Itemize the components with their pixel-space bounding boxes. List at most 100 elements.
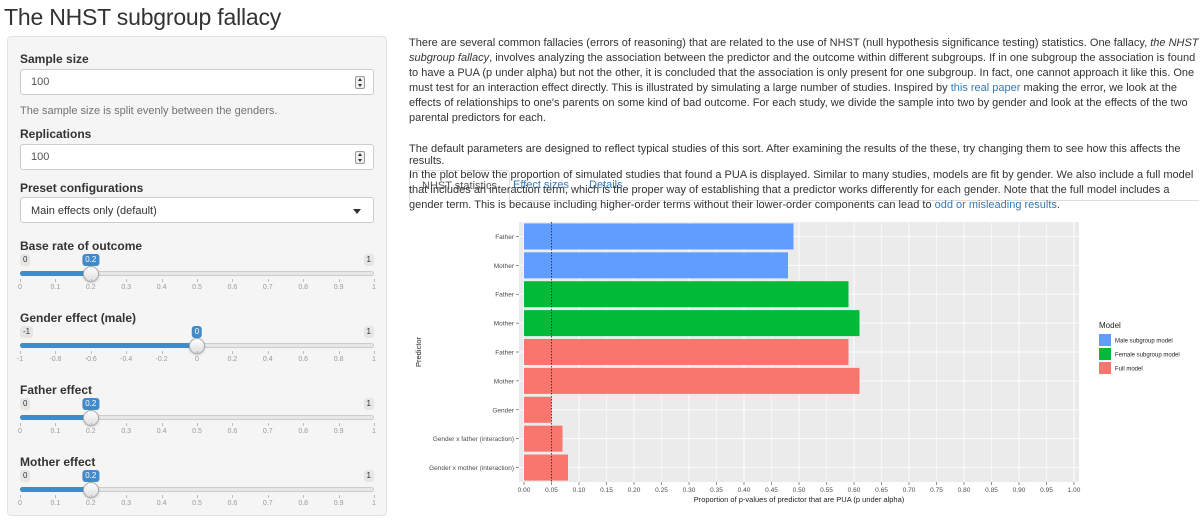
slider-max-label: 1 (363, 254, 374, 266)
range-slider[interactable]: 0 1 0.2 0 0.1 0.2 0.3 0.4 0.5 0.6 0.7 0.8 0.9 1 (18, 470, 376, 520)
x-tick-label: 0.75 (930, 487, 943, 494)
slider-tick (126, 423, 128, 426)
slider-fill (20, 487, 91, 492)
page-title: The NHST subgroup fallacy (4, 4, 282, 30)
bar-mother (524, 252, 788, 279)
slider-tick (374, 423, 375, 426)
slider-tick-label: -0.2 (155, 356, 168, 363)
x-tick-label: 0.00 (518, 487, 531, 494)
slider-value-label: 0 (191, 326, 203, 338)
slider-tick (197, 351, 198, 354)
slider-tick-label: 0.6 (298, 356, 309, 363)
slider-tick (20, 351, 21, 354)
range-slider[interactable]: 0 1 0.2 0 0.1 0.2 0.3 0.4 0.5 0.6 0.7 0.8 0.9 1 (18, 254, 376, 304)
legend-swatch (1099, 362, 1111, 374)
slider-tick-label: 0.7 (262, 284, 273, 291)
slider-tick (232, 351, 234, 354)
slider-tick (197, 423, 198, 426)
slider-tick (20, 423, 21, 426)
slider-tick-label: 0.1 (50, 284, 61, 291)
slider-tick (303, 279, 305, 282)
sidebar-panel: Sample size 100 The sample size is split… (7, 36, 387, 516)
range-slider[interactable]: 0 1 0.2 0 0.1 0.2 0.3 0.4 0.5 0.6 0.7 0.8 0.9 1 (18, 398, 376, 448)
x-tick-label: 1.00 (1068, 487, 1081, 494)
tab-description: In the plot below the proportion of simu… (409, 168, 1199, 213)
slider-tick (267, 423, 269, 426)
pua-proportion-chart: Father Mother Father Mother Father Mother Gend… (414, 222, 1180, 504)
slider-tick-label: 0.6 (227, 284, 238, 291)
slider-tick (126, 351, 128, 354)
slider-tick-label: 0.8 (298, 428, 309, 435)
real-paper-link[interactable]: this real paper (950, 82, 1021, 94)
y-tick-label: Gender x father (interaction) (433, 436, 514, 443)
preset-selected-value: Main effects only (default) (31, 205, 157, 217)
slider-tick-label: -0.6 (84, 356, 97, 363)
slider-max-label: 1 (363, 470, 374, 482)
x-tick-label: 0.45 (765, 487, 778, 494)
slider-tick-label: 0.4 (262, 356, 273, 363)
slider-tick (126, 495, 128, 498)
slider-tick-label: -0.8 (49, 356, 62, 363)
tab-effect-sizes[interactable]: Effect sizes (513, 179, 570, 191)
x-tick-label: 0.40 (738, 487, 751, 494)
replications-input[interactable]: 100 (20, 144, 374, 170)
slider-tick-label: 0.2 (227, 356, 238, 363)
slider-tick (232, 279, 234, 282)
slider-tick-label: 0 (18, 284, 22, 291)
slider-tick (161, 423, 163, 426)
x-tick-label: 0.70 (903, 487, 916, 494)
x-tick-label: 0.35 (710, 487, 723, 494)
slider-tick (374, 279, 375, 282)
slider-min-label: 0 (20, 254, 31, 266)
x-tick-label: 0.15 (600, 487, 613, 494)
legend-swatch (1099, 334, 1111, 346)
tab-details[interactable]: Details (589, 179, 623, 191)
sample-size-input[interactable]: 100 (20, 69, 374, 95)
x-tick-label: 0.05 (545, 487, 558, 494)
x-tick-label: 0.65 (875, 487, 888, 494)
slider-tick (161, 279, 163, 282)
slider-label: Base rate of outcome (20, 239, 143, 253)
slider-tick (197, 495, 198, 498)
slider-min-label: 0 (20, 398, 31, 410)
range-slider[interactable]: -1 1 0 -1 -0.8 -0.6 -0.4 -0.2 0 0.2 0.4 0.6 0.8 1 (16, 326, 376, 376)
x-tick-label: 0.90 (1013, 487, 1026, 494)
slider-tick-label: 0.9 (333, 284, 344, 291)
slider-tick (161, 495, 163, 498)
sample-size-help: The sample size is split evenly between … (20, 105, 278, 117)
slider-tick (267, 351, 269, 354)
legend-label: Male subgroup model (1115, 339, 1173, 345)
slider-tick-label: 0.2 (85, 284, 96, 291)
spinner-icon[interactable] (355, 151, 365, 164)
slider-tick-label: 0.3 (121, 428, 132, 435)
slider-fill (20, 415, 91, 420)
slider-tick-label: 1 (372, 356, 376, 363)
slider-tick-label: 0.4 (156, 428, 167, 435)
slider-tick (338, 423, 340, 426)
x-tick-label: 0.95 (1040, 487, 1053, 494)
odd-results-link[interactable]: odd or misleading results (934, 199, 1057, 211)
slider-tick (232, 423, 234, 426)
slider-tick (55, 351, 57, 354)
intro-text-a: There are several common fallacies (erro… (409, 37, 1151, 49)
intro-emphasis: the NHST subgroup fallacy (409, 37, 1199, 64)
bar-father (524, 223, 794, 250)
slider-tick-label: -1 (16, 356, 24, 363)
slider-tick-label: 0.2 (85, 428, 96, 435)
slider-value-label: 0.2 (82, 398, 100, 410)
slider-tick-label: -0.4 (120, 356, 133, 363)
spinner-icon[interactable] (355, 76, 365, 89)
tab-nhst-statistics[interactable]: NHST statistics (409, 170, 510, 202)
slider-grid: 0 0.1 0.2 0.3 0.4 0.5 0.6 0.7 0.8 0.9 1 (18, 495, 376, 509)
slider-grid: -1 -0.8 -0.6 -0.4 -0.2 0 0.2 0.4 0.6 0.8 1 (16, 351, 376, 365)
bar-mother (524, 310, 860, 337)
slider-value-label: 0.2 (82, 470, 100, 482)
preset-select[interactable]: Main effects only (default) (20, 197, 374, 223)
slider-tick-label: 0.4 (156, 284, 167, 291)
y-tick-label: Gender x mother (interaction) (429, 465, 514, 472)
slider-tick (267, 495, 269, 498)
x-tick-label: 0.10 (573, 487, 586, 494)
slider-tick (126, 279, 128, 282)
y-tick-label: Mother (494, 321, 515, 328)
bar-gender-x-mother-interaction- (524, 454, 568, 481)
